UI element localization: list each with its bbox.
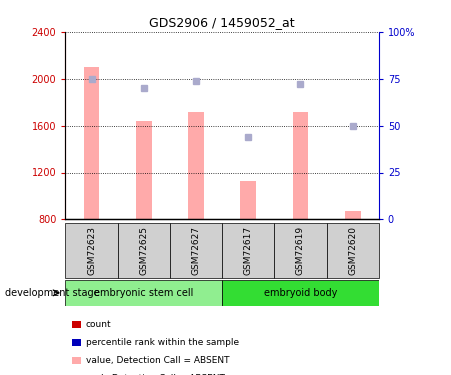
- Text: value, Detection Call = ABSENT: value, Detection Call = ABSENT: [86, 356, 229, 365]
- Bar: [345, 211, 360, 219]
- Text: embryoid body: embryoid body: [264, 288, 337, 298]
- Bar: [118, 223, 170, 278]
- Bar: [274, 223, 327, 278]
- Bar: [293, 112, 308, 219]
- Text: development stage: development stage: [5, 288, 99, 298]
- Text: GSM72623: GSM72623: [87, 226, 96, 275]
- Text: rank, Detection Call = ABSENT: rank, Detection Call = ABSENT: [86, 374, 225, 375]
- Bar: [170, 223, 222, 278]
- Bar: [65, 280, 222, 306]
- Text: GSM72620: GSM72620: [348, 226, 357, 275]
- Text: GSM72617: GSM72617: [244, 226, 253, 275]
- Bar: [188, 112, 204, 219]
- Title: GDS2906 / 1459052_at: GDS2906 / 1459052_at: [149, 16, 295, 29]
- Text: percentile rank within the sample: percentile rank within the sample: [86, 338, 239, 347]
- Bar: [65, 223, 118, 278]
- Bar: [136, 121, 152, 219]
- Bar: [222, 280, 379, 306]
- Text: count: count: [86, 320, 111, 329]
- Bar: [240, 181, 256, 219]
- Bar: [84, 67, 99, 219]
- Bar: [222, 223, 274, 278]
- Text: GSM72625: GSM72625: [139, 226, 148, 275]
- Bar: [327, 223, 379, 278]
- Text: GSM72627: GSM72627: [192, 226, 201, 275]
- Text: embryonic stem cell: embryonic stem cell: [94, 288, 193, 298]
- Text: GSM72619: GSM72619: [296, 226, 305, 275]
